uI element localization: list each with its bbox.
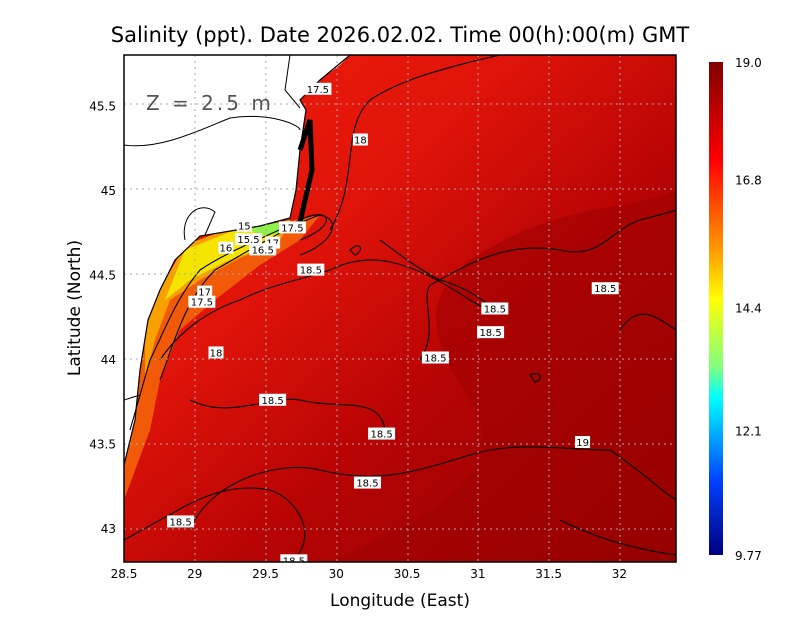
y-tick-label: 44 bbox=[101, 353, 116, 367]
x-tick-label: 29.5 bbox=[252, 567, 279, 581]
contour-label-bg bbox=[352, 133, 368, 146]
contour-label-bg bbox=[304, 82, 332, 95]
contour-lines bbox=[124, 55, 676, 562]
contour-label-bg bbox=[249, 243, 277, 256]
colorbar bbox=[709, 62, 723, 555]
contour-label-bg bbox=[259, 393, 287, 406]
contour-label: 18 bbox=[210, 348, 223, 359]
y-tick-label: 45 bbox=[101, 184, 116, 198]
contour-label: 18.5 bbox=[283, 556, 305, 567]
land-borders bbox=[124, 55, 301, 401]
contour-label: 17.5 bbox=[191, 298, 213, 309]
plot-frame bbox=[123, 54, 677, 563]
contour-label-bg bbox=[208, 346, 224, 359]
contour-label-bg bbox=[280, 554, 308, 562]
contour-label: 18.5 bbox=[424, 354, 446, 365]
contour-label-bg bbox=[591, 282, 619, 295]
colorbar-tick-label: 16.8 bbox=[735, 174, 762, 188]
contour-label: 18.5 bbox=[169, 517, 191, 528]
y-tick-label: 45.5 bbox=[89, 100, 116, 114]
x-tick-label: 30 bbox=[329, 567, 344, 581]
contour-label: 15.5 bbox=[237, 235, 259, 246]
x-tick-labels: 28.5 29 29.5 30 30.5 31 31.5 32 bbox=[111, 567, 627, 581]
contour-label: 18.5 bbox=[594, 284, 616, 295]
x-tick-label: 28.5 bbox=[111, 567, 138, 581]
contour-label: 18.5 bbox=[300, 266, 322, 277]
contour-label: 16.5 bbox=[252, 245, 274, 256]
depth-annotation: Z = 2.5 m bbox=[146, 91, 274, 115]
x-tick-label: 29 bbox=[187, 567, 202, 581]
y-axis-label: Latitude (North) bbox=[65, 240, 85, 376]
contour-label: 16 bbox=[220, 244, 233, 255]
contour-label-bg bbox=[218, 241, 234, 254]
x-tick-label: 31.5 bbox=[535, 567, 562, 581]
plot-area: 17.5181517.515.5171616.518.51717.51818.5… bbox=[124, 55, 676, 567]
contour-label-bg bbox=[575, 436, 591, 449]
x-tick-label: 32 bbox=[612, 567, 627, 581]
contour-label-bg bbox=[477, 326, 505, 339]
contour-label: 18.5 bbox=[370, 430, 392, 441]
contour-label: 17.5 bbox=[281, 223, 303, 234]
nearshore-gradient bbox=[297, 119, 315, 223]
contour-label-bg bbox=[197, 285, 213, 298]
contour-label-bg bbox=[235, 233, 263, 246]
x-tick-label: 31 bbox=[470, 567, 485, 581]
coastline bbox=[124, 55, 351, 466]
land bbox=[124, 55, 350, 465]
y-tick-labels: 43 43.5 44 44.5 45 45.5 bbox=[89, 100, 116, 537]
colorbar-tick-label: 12.1 bbox=[735, 425, 762, 439]
colorbar-tick-label: 9.77 bbox=[735, 549, 762, 563]
y-tick-label: 43 bbox=[101, 522, 116, 536]
contour-label-bg bbox=[481, 302, 509, 315]
contour-label: 15 bbox=[238, 222, 251, 233]
contour-label-bg bbox=[278, 221, 306, 234]
colorbar-tick-labels: 19.0 16.8 14.4 12.1 9.77 bbox=[735, 56, 762, 563]
dark-region bbox=[330, 190, 676, 562]
contour-label-bg bbox=[297, 263, 325, 276]
x-tick-label: 30.5 bbox=[394, 567, 421, 581]
contour-label: 17 bbox=[198, 288, 211, 299]
contour-label-bg bbox=[236, 219, 252, 232]
chart-title: Salinity (ppt). Date 2026.02.02. Time 00… bbox=[111, 23, 690, 47]
colorbar-tick-label: 14.4 bbox=[735, 302, 762, 316]
contour-label: 18.5 bbox=[356, 479, 378, 490]
contour-label: 17.5 bbox=[307, 85, 329, 96]
y-tick-label: 44.5 bbox=[89, 269, 116, 283]
contour-label-bg bbox=[421, 351, 449, 364]
contour-label-bg bbox=[188, 295, 216, 308]
contour-labels: 17.5181517.515.5171616.518.51717.51818.5… bbox=[167, 82, 619, 567]
contour-label: 18.5 bbox=[261, 396, 283, 407]
contour-label: 18.5 bbox=[479, 328, 501, 339]
contour-label: 18 bbox=[354, 136, 367, 147]
contour-label: 18.5 bbox=[484, 305, 506, 316]
grid bbox=[124, 55, 676, 562]
contour-label-bg bbox=[368, 427, 396, 440]
contour-label-bg bbox=[167, 515, 195, 528]
x-axis-label: Longitude (East) bbox=[330, 591, 470, 611]
y-tick-label: 43.5 bbox=[89, 438, 116, 452]
contour-label: 19 bbox=[576, 438, 589, 449]
contour-label-bg bbox=[353, 476, 381, 489]
colorbar-tick-label: 19.0 bbox=[735, 56, 762, 70]
